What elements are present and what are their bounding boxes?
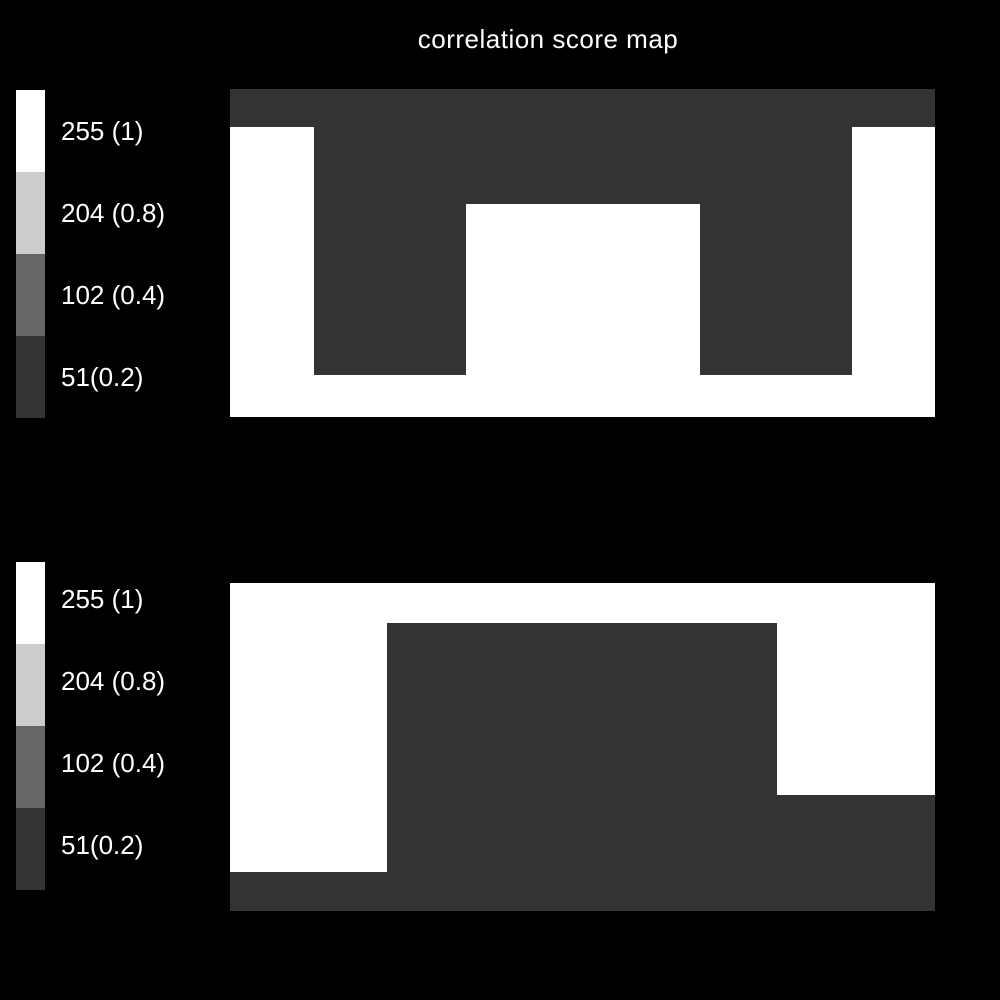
- legend-swatch: [16, 254, 45, 336]
- score-map-top-svg: [230, 89, 935, 417]
- legend-label: 204 (0.8): [61, 198, 165, 228]
- legend-swatch: [16, 562, 45, 644]
- legend-item: 255 (1): [16, 90, 216, 172]
- legend-swatch: [16, 336, 45, 418]
- legend-swatch: [16, 90, 45, 172]
- legend-item: 51(0.2): [16, 808, 216, 890]
- score-map-bottom: [230, 583, 935, 911]
- legend-label: 255 (1): [61, 584, 143, 614]
- score-map-bottom-svg: [230, 583, 935, 910]
- legend-swatch: [16, 808, 45, 890]
- legend-item: 102 (0.4): [16, 254, 216, 336]
- legend-item: 255 (1): [16, 562, 216, 644]
- legend-item: 51(0.2): [16, 336, 216, 418]
- legend-item: 204 (0.8): [16, 644, 216, 726]
- legend-label: 51(0.2): [61, 362, 143, 392]
- legend-swatch: [16, 726, 45, 808]
- legend-swatch: [16, 644, 45, 726]
- legend-label: 255 (1): [61, 116, 143, 146]
- chart-title: correlation score map: [0, 24, 1000, 55]
- legend-item: 102 (0.4): [16, 726, 216, 808]
- legend-swatch: [16, 172, 45, 254]
- legend-label: 204 (0.8): [61, 666, 165, 696]
- legend-item: 204 (0.8): [16, 172, 216, 254]
- legend-label: 51(0.2): [61, 830, 143, 860]
- legend-label: 102 (0.4): [61, 280, 165, 310]
- legend-label: 102 (0.4): [61, 748, 165, 778]
- score-map-top: [230, 89, 935, 417]
